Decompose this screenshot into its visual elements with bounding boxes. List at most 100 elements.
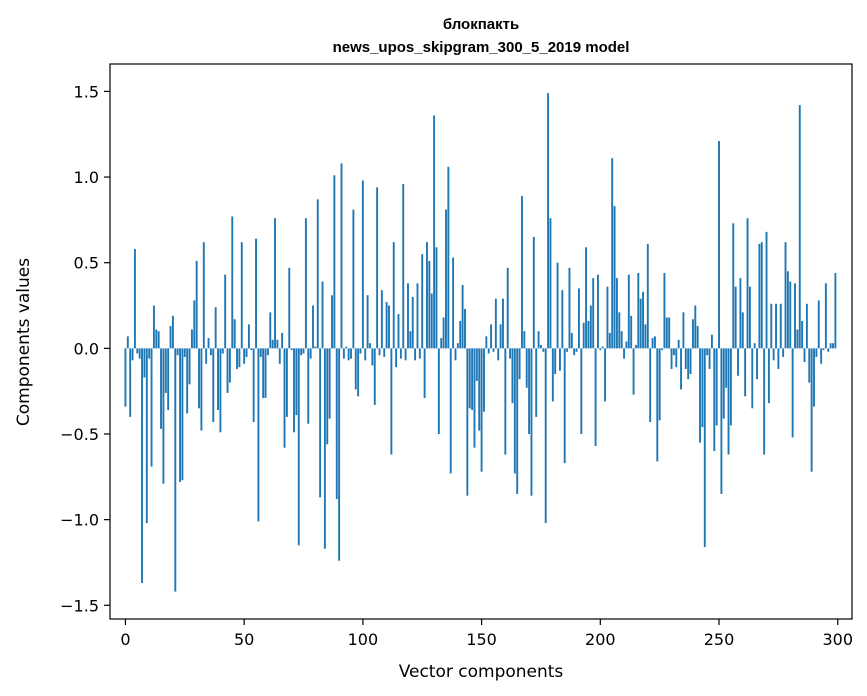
bar-262 xyxy=(746,218,749,349)
bar-110 xyxy=(385,302,388,349)
bar-253 xyxy=(725,348,728,388)
bar-107 xyxy=(378,348,381,356)
bar-127 xyxy=(426,242,428,349)
bar-286 xyxy=(803,348,806,363)
bar-123 xyxy=(416,283,419,349)
bar-208 xyxy=(618,312,621,349)
bar-173 xyxy=(535,348,538,417)
bar-60 xyxy=(266,348,269,356)
bars-group xyxy=(124,93,837,592)
bar-162 xyxy=(509,348,512,359)
bar-120 xyxy=(409,331,412,349)
bar-260 xyxy=(741,312,744,349)
bar-293 xyxy=(820,348,823,364)
bar-156 xyxy=(494,298,497,349)
bar-142 xyxy=(461,284,464,349)
bar-168 xyxy=(523,331,526,349)
bar-271 xyxy=(767,348,770,404)
bar-179 xyxy=(549,218,552,349)
bar-184 xyxy=(561,290,564,349)
bar-6 xyxy=(138,348,141,359)
bar-243 xyxy=(701,348,704,428)
bar-31 xyxy=(198,348,200,409)
bar-86 xyxy=(328,348,331,419)
bar-280 xyxy=(789,281,792,349)
bar-2 xyxy=(129,348,132,417)
bar-78 xyxy=(309,348,312,359)
bar-267 xyxy=(758,243,761,349)
x-tick-label: 50 xyxy=(234,630,254,649)
bar-259 xyxy=(739,278,742,349)
y-tick-label: 0.0 xyxy=(74,339,99,358)
bar-147 xyxy=(473,348,476,448)
bar-188 xyxy=(570,332,573,349)
bar-113 xyxy=(392,242,395,349)
bar-137 xyxy=(449,348,452,474)
bar-119 xyxy=(407,283,409,349)
bar-96 xyxy=(352,209,355,349)
bar-226 xyxy=(661,348,663,351)
bar-163 xyxy=(511,348,514,404)
bar-219 xyxy=(644,324,647,349)
bar-93 xyxy=(345,346,348,349)
bar-48 xyxy=(238,348,241,368)
bar-154 xyxy=(490,324,493,349)
bar-75 xyxy=(302,348,305,354)
bar-207 xyxy=(615,278,618,349)
bar-74 xyxy=(300,348,303,356)
bar-251 xyxy=(720,348,723,494)
bar-146 xyxy=(471,348,474,411)
bar-134 xyxy=(442,317,445,349)
bar-18 xyxy=(167,348,170,411)
bar-250 xyxy=(718,141,720,349)
bar-241 xyxy=(696,326,699,349)
bar-205 xyxy=(611,158,614,349)
bar-69 xyxy=(288,267,291,349)
bar-85 xyxy=(326,348,329,445)
bar-23 xyxy=(179,348,181,482)
y-tick-label: 0.5 xyxy=(74,254,99,273)
x-tick-label: 250 xyxy=(704,630,735,649)
bar-49 xyxy=(240,242,243,349)
bar-83 xyxy=(321,281,324,349)
bar-197 xyxy=(592,278,595,349)
bar-183 xyxy=(559,348,561,371)
plot-frame xyxy=(109,63,853,620)
bar-246 xyxy=(708,348,711,369)
bar-140 xyxy=(456,343,459,349)
bar-135 xyxy=(445,209,447,349)
bar-165 xyxy=(516,348,519,494)
bar-20 xyxy=(171,315,174,349)
bar-270 xyxy=(765,231,768,349)
bar-218 xyxy=(642,291,644,349)
bar-144 xyxy=(466,348,469,496)
bar-45 xyxy=(231,216,234,349)
bar-223 xyxy=(653,336,656,349)
bar-64 xyxy=(276,339,279,349)
bar-177 xyxy=(544,348,547,524)
bar-94 xyxy=(347,348,350,361)
bar-99 xyxy=(359,348,362,354)
bar-35 xyxy=(207,338,210,349)
bar-195 xyxy=(587,320,590,349)
bar-258 xyxy=(737,348,739,376)
y-tick-label: −1.0 xyxy=(60,511,99,530)
bar-174 xyxy=(537,331,540,349)
bar-133 xyxy=(440,338,443,349)
bar-151 xyxy=(483,348,485,412)
bar-153 xyxy=(487,348,490,354)
chart-title-line-2: news_upos_skipgram_300_5_2019 model xyxy=(333,39,630,56)
y-tick-label: −1.5 xyxy=(60,596,99,615)
bar-128 xyxy=(428,260,431,349)
y-tick-label: −0.5 xyxy=(60,425,99,444)
bar-277 xyxy=(782,348,785,357)
x-tick-label: 150 xyxy=(466,630,497,649)
bar-290 xyxy=(813,348,815,407)
bar-187 xyxy=(568,267,571,349)
bar-212 xyxy=(627,274,630,349)
bar-279 xyxy=(786,271,789,349)
bar-161 xyxy=(506,267,509,349)
bar-213 xyxy=(630,315,633,349)
bar-108 xyxy=(380,290,383,349)
